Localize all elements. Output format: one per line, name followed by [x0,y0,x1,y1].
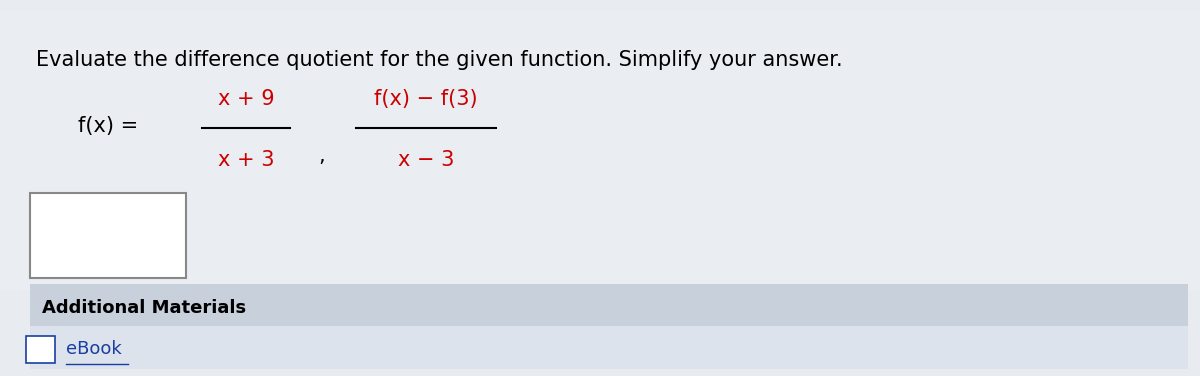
FancyBboxPatch shape [30,284,1188,332]
FancyBboxPatch shape [26,336,55,363]
Text: f(x) − f(3): f(x) − f(3) [374,89,478,109]
FancyBboxPatch shape [30,193,186,278]
Text: Additional Materials: Additional Materials [42,299,246,317]
Text: eBook: eBook [66,340,121,358]
Text: x + 3: x + 3 [217,150,275,170]
Text: x − 3: x − 3 [398,150,454,170]
Text: ,: , [318,147,325,167]
Text: x + 9: x + 9 [217,89,275,109]
Text: f(x) =: f(x) = [78,116,138,136]
FancyBboxPatch shape [30,326,1188,369]
Text: Evaluate the difference quotient for the given function. Simplify your answer.: Evaluate the difference quotient for the… [36,50,842,70]
FancyBboxPatch shape [0,11,1200,290]
